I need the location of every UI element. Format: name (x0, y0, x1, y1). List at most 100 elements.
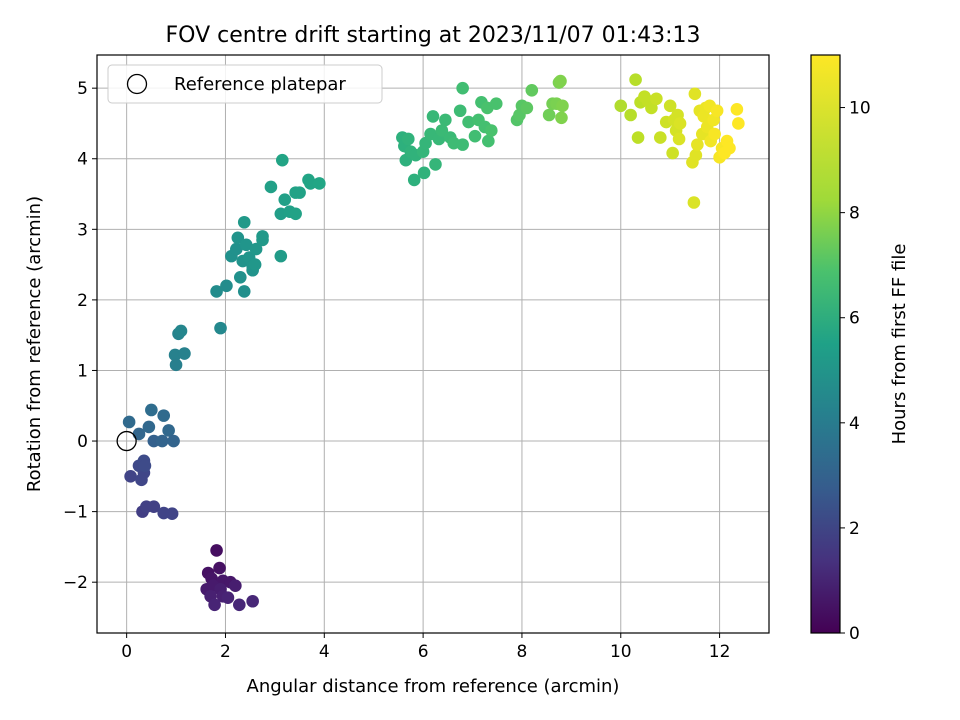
x-tick-label: 10 (610, 642, 632, 662)
data-point (293, 186, 306, 199)
data-point (482, 134, 495, 148)
data-point (246, 594, 259, 608)
data-point (407, 173, 421, 187)
data-point (666, 146, 679, 160)
data-point (147, 500, 161, 513)
colorbar-tick-label: 4 (849, 414, 860, 434)
reference-marker (116, 430, 137, 452)
x-tick-label: 4 (319, 642, 330, 662)
data-point (555, 111, 568, 125)
x-tick-label: 6 (418, 642, 429, 662)
data-point (468, 129, 482, 143)
y-tick-label: 3 (77, 220, 88, 240)
chart-title: FOV centre drift starting at 2023/11/07 … (166, 23, 701, 48)
y-axis-ticks: −2 −1 0 1 2 3 4 5 (63, 79, 97, 593)
data-point (233, 598, 246, 612)
data-point (730, 103, 744, 116)
data-point (248, 258, 262, 271)
data-point (313, 177, 326, 190)
data-point (264, 180, 278, 194)
data-point (624, 108, 637, 122)
data-point (249, 242, 263, 256)
data-point (229, 579, 242, 593)
data-point (614, 99, 628, 113)
data-point (710, 104, 724, 118)
data-point (687, 196, 701, 209)
data-point (631, 131, 645, 144)
data-point (214, 321, 227, 335)
grid-lines (97, 55, 769, 633)
data-point (289, 207, 302, 221)
data-point (401, 132, 415, 146)
colorbar-tick-label: 0 (849, 624, 860, 644)
colorbar-tick-label: 2 (849, 519, 860, 539)
legend-label: Reference platepar (174, 74, 346, 95)
data-point (663, 99, 677, 113)
legend-marker-open-circle (126, 73, 148, 95)
y-tick-label: −1 (63, 503, 88, 523)
y-tick-label: −2 (63, 573, 88, 593)
x-tick-label: 8 (517, 642, 528, 662)
data-point (178, 347, 191, 360)
data-point (689, 148, 703, 162)
data-point (629, 73, 642, 87)
reference-point (116, 430, 137, 452)
data-point (650, 92, 663, 106)
colorbar (810, 54, 841, 634)
data-point (691, 138, 704, 151)
x-tick-label: 12 (709, 642, 731, 662)
data-point (275, 153, 289, 167)
legend: Reference platepar (107, 64, 383, 104)
y-tick-label: 0 (77, 432, 88, 452)
x-tick-label: 2 (220, 642, 231, 662)
colorbar-label: Hours from first FF file (889, 244, 910, 445)
data-point (167, 434, 180, 448)
data-point (162, 424, 175, 437)
x-tick-label: 0 (121, 642, 132, 662)
data-point (239, 238, 253, 252)
data-point (208, 598, 221, 612)
data-point (453, 104, 467, 118)
data-point (708, 127, 721, 141)
y-tick-label: 4 (77, 150, 88, 170)
data-point (213, 561, 226, 575)
data-point (489, 97, 503, 110)
data-point (554, 74, 567, 88)
data-point (653, 131, 667, 144)
data-point (155, 434, 169, 448)
data-point (525, 83, 539, 97)
data-point (210, 544, 223, 557)
data-point (462, 115, 475, 129)
data-point (732, 117, 745, 130)
data-point (429, 158, 442, 171)
data-point (221, 591, 235, 605)
data-point (145, 403, 158, 417)
data-point (256, 233, 269, 247)
colorbar-ticks: 0 2 4 6 8 10 (840, 99, 871, 644)
data-point (688, 87, 702, 101)
data-point (274, 249, 288, 263)
data-point (174, 324, 188, 338)
data-point (230, 242, 243, 256)
colorbar-tick-label: 8 (849, 204, 860, 224)
data-point (233, 271, 247, 284)
data-point (165, 507, 179, 521)
y-axis-label: Rotation from reference (arcmin) (24, 196, 45, 492)
data-point (456, 81, 469, 95)
data-point (439, 113, 452, 127)
data-point (138, 459, 152, 473)
x-axis-ticks: 0 2 4 6 8 10 12 (121, 633, 730, 662)
data-point (122, 415, 136, 429)
data-point (220, 279, 233, 293)
data-point (169, 358, 183, 372)
data-point (237, 285, 251, 298)
data-point (168, 348, 182, 362)
colorbar-tick-label: 6 (849, 309, 860, 329)
data-point (157, 409, 171, 422)
data-point (142, 420, 156, 434)
data-point (278, 193, 292, 206)
data-point (231, 231, 245, 245)
data-points (122, 73, 745, 612)
data-point (520, 101, 534, 115)
data-point (124, 470, 137, 483)
